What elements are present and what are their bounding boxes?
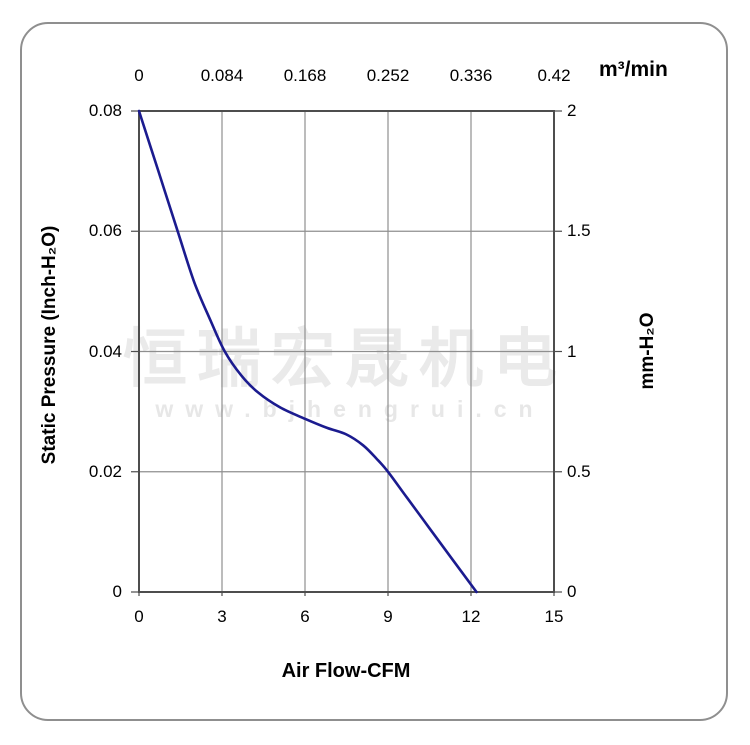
right-axis-tick-label: 0.5 — [567, 461, 591, 481]
right-axis-tick-label: 0 — [567, 582, 577, 601]
left-axis-tick-label: 0.02 — [88, 461, 122, 481]
top-axis-tick-label: 0.336 — [449, 66, 493, 85]
bottom-axis-tick-label: 3 — [217, 607, 227, 626]
left-axis-tick-label: 0.04 — [88, 341, 122, 361]
right-axis-tick-label: 1.5 — [567, 221, 591, 241]
right-axis-tick-label: 1 — [567, 341, 577, 361]
bottom-axis-tick-label: 12 — [461, 607, 481, 626]
bottom-axis-tick-label: 0 — [134, 607, 144, 626]
left-axis-tick-label: 0.08 — [88, 101, 122, 120]
top-axis-tick-label: 0.084 — [200, 66, 244, 85]
top-axis-unit-label: m³/min — [599, 58, 668, 81]
watermark-website-url: www.bjhengrui.cn — [155, 396, 545, 422]
top-axis-tick-label: 0.42 — [537, 66, 571, 85]
top-axis-tick-label: 0.168 — [283, 66, 327, 85]
figure-border — [20, 22, 728, 721]
static-pressure-vs-airflow-curve — [137, 109, 478, 594]
right-axis-tick-label: 2 — [567, 101, 577, 120]
bottom-axis-tick-label: 6 — [300, 607, 310, 626]
left-axis-title: Static Pressure (Inch-H₂O) — [39, 225, 60, 465]
left-axis-tick-label: 0 — [112, 582, 122, 601]
top-axis-tick-label: 0.252 — [366, 66, 410, 85]
left-axis-tick-label: 0.06 — [88, 221, 122, 241]
bottom-axis-tick-label: 9 — [383, 607, 393, 626]
right-axis-title: mm-H₂O — [637, 312, 658, 390]
watermark-company-name: 恒瑞宏晟机电 — [123, 323, 567, 395]
bottom-axis-title: Air Flow-CFM — [281, 660, 411, 682]
plot-frame — [138, 110, 555, 593]
bottom-axis-tick-label: 15 — [544, 607, 564, 626]
top-axis-tick-label: 0 — [134, 66, 144, 85]
